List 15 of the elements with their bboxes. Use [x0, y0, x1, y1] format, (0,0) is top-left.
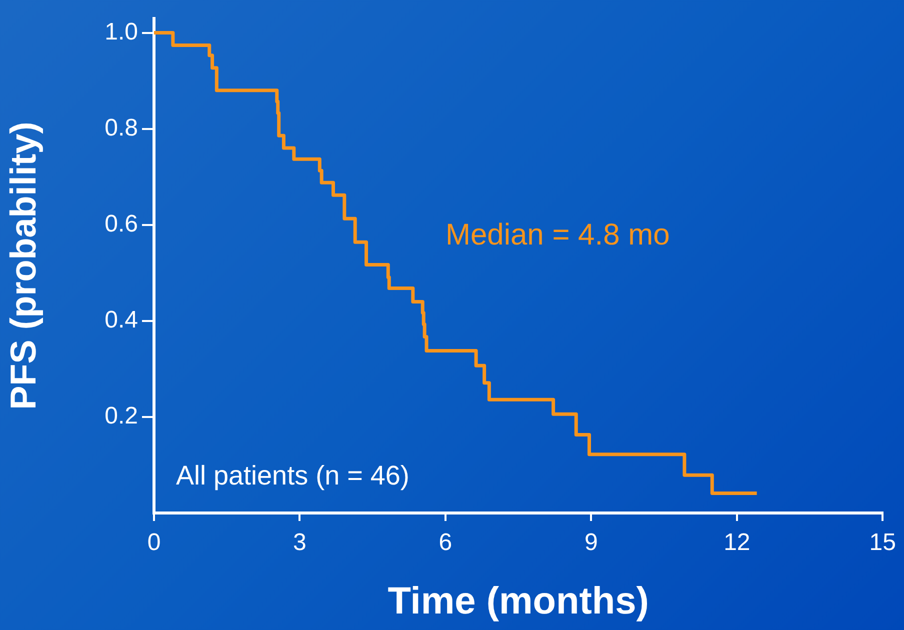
y-tick-label: 1.0 — [104, 18, 138, 46]
x-tick-label: 9 — [584, 529, 598, 556]
annotation: Median = 4.8 mo — [445, 218, 670, 252]
x-tick-label: 0 — [147, 529, 161, 556]
y-tick-label: 0.4 — [104, 306, 138, 334]
y-tick-label: 0.8 — [104, 114, 138, 142]
y-axis-title: PFS (probability) — [2, 122, 44, 410]
x-tick-label: 6 — [438, 529, 452, 556]
x-tick-label: 3 — [293, 529, 306, 556]
x-tick-label: 15 — [869, 529, 896, 556]
annotation: All patients (n = 46) — [176, 460, 410, 490]
y-tick-label: 0.6 — [104, 210, 138, 238]
x-tick-label: 12 — [724, 529, 750, 556]
x-axis-title: Time (months) — [388, 580, 649, 623]
y-tick-label: 0.2 — [104, 402, 138, 430]
